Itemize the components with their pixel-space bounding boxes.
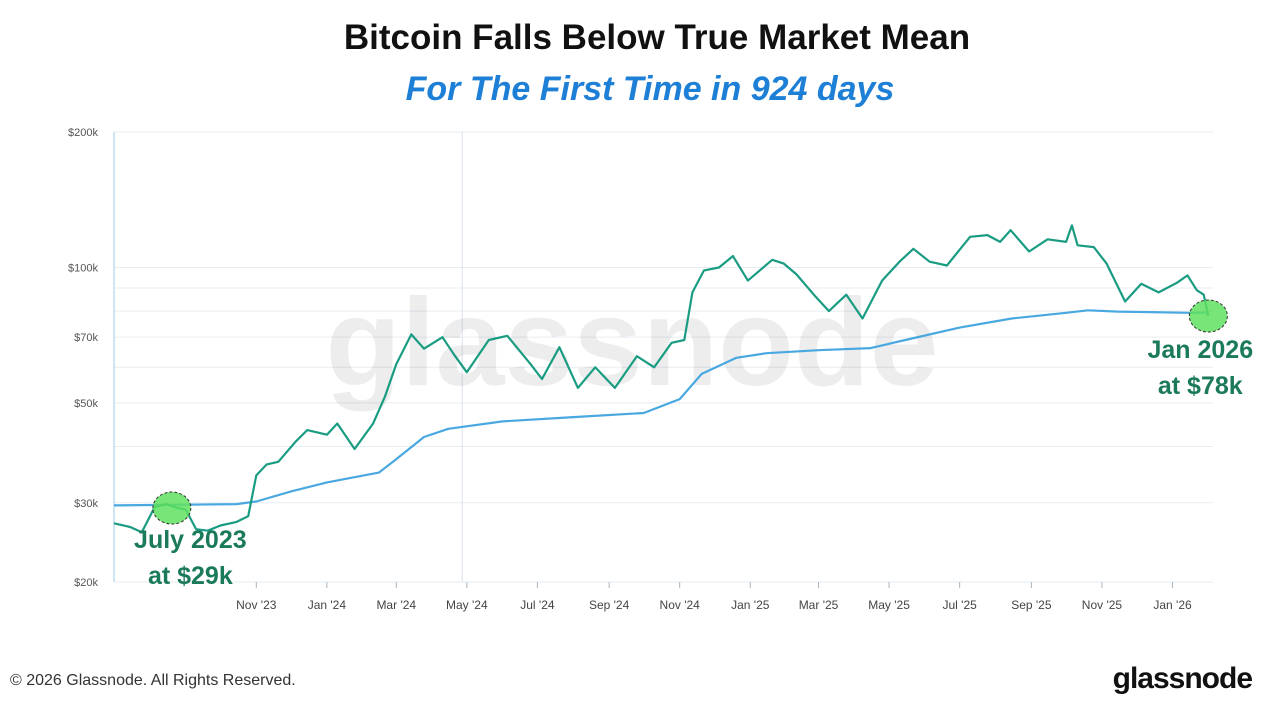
series-line-price (113, 224, 1210, 534)
axes: $20k $30k $50k $70k $100k $200k Nov '23 Jan '24… (68, 127, 1192, 612)
x-tick-label: Mar '25 (799, 598, 839, 612)
highlight-circle (152, 491, 192, 525)
annotation-label-line1: July 2023 (134, 526, 247, 554)
annotation-label-line2: at $29k (148, 562, 233, 590)
annotations: July 2023 at $29k Jan 2026 at $78k (134, 299, 1253, 590)
x-tick-label: Nov '25 (1082, 598, 1123, 612)
x-tick-label: Jan '25 (731, 598, 770, 612)
chart-subtitle: For The First Time in 924 days (405, 70, 895, 108)
x-tick-label: Jul '25 (942, 598, 977, 612)
y-tick-label: $200k (68, 127, 98, 139)
x-tick-label: Jul '24 (520, 598, 555, 612)
x-tick-label: Nov '24 (660, 598, 701, 612)
series-line-mean (113, 309, 1209, 507)
copyright-text: © 2026 Glassnode. All Rights Reserved. (10, 672, 296, 689)
y-tick-label: $20k (74, 577, 98, 589)
annotation-label-line1: Jan 2026 (1147, 336, 1253, 364)
y-tick-label: $70k (74, 332, 98, 344)
glassnode-logo: glassnode (1112, 662, 1253, 695)
chart-title: Bitcoin Falls Below True Market Mean (343, 18, 971, 57)
watermark-text: glassnode (325, 274, 938, 412)
x-tick-label: Jan '26 (1153, 598, 1192, 612)
y-tick-label: $30k (74, 498, 98, 510)
x-tick-label: Sep '24 (589, 598, 630, 612)
x-tick-label: May '25 (868, 598, 910, 612)
highlight-circle (1188, 299, 1228, 333)
series (113, 224, 1210, 534)
x-tick-label: Nov '23 (236, 598, 277, 612)
x-tick-label: May '24 (446, 598, 488, 612)
x-tick-label: Jan '24 (308, 598, 347, 612)
y-tick-label: $50k (74, 398, 98, 410)
x-tick-label: Sep '25 (1011, 598, 1052, 612)
y-tick-label: $100k (68, 262, 98, 274)
annotation-label-line2: at $78k (1158, 372, 1243, 400)
x-tick-label: Mar '24 (376, 598, 416, 612)
grid (114, 131, 1213, 583)
